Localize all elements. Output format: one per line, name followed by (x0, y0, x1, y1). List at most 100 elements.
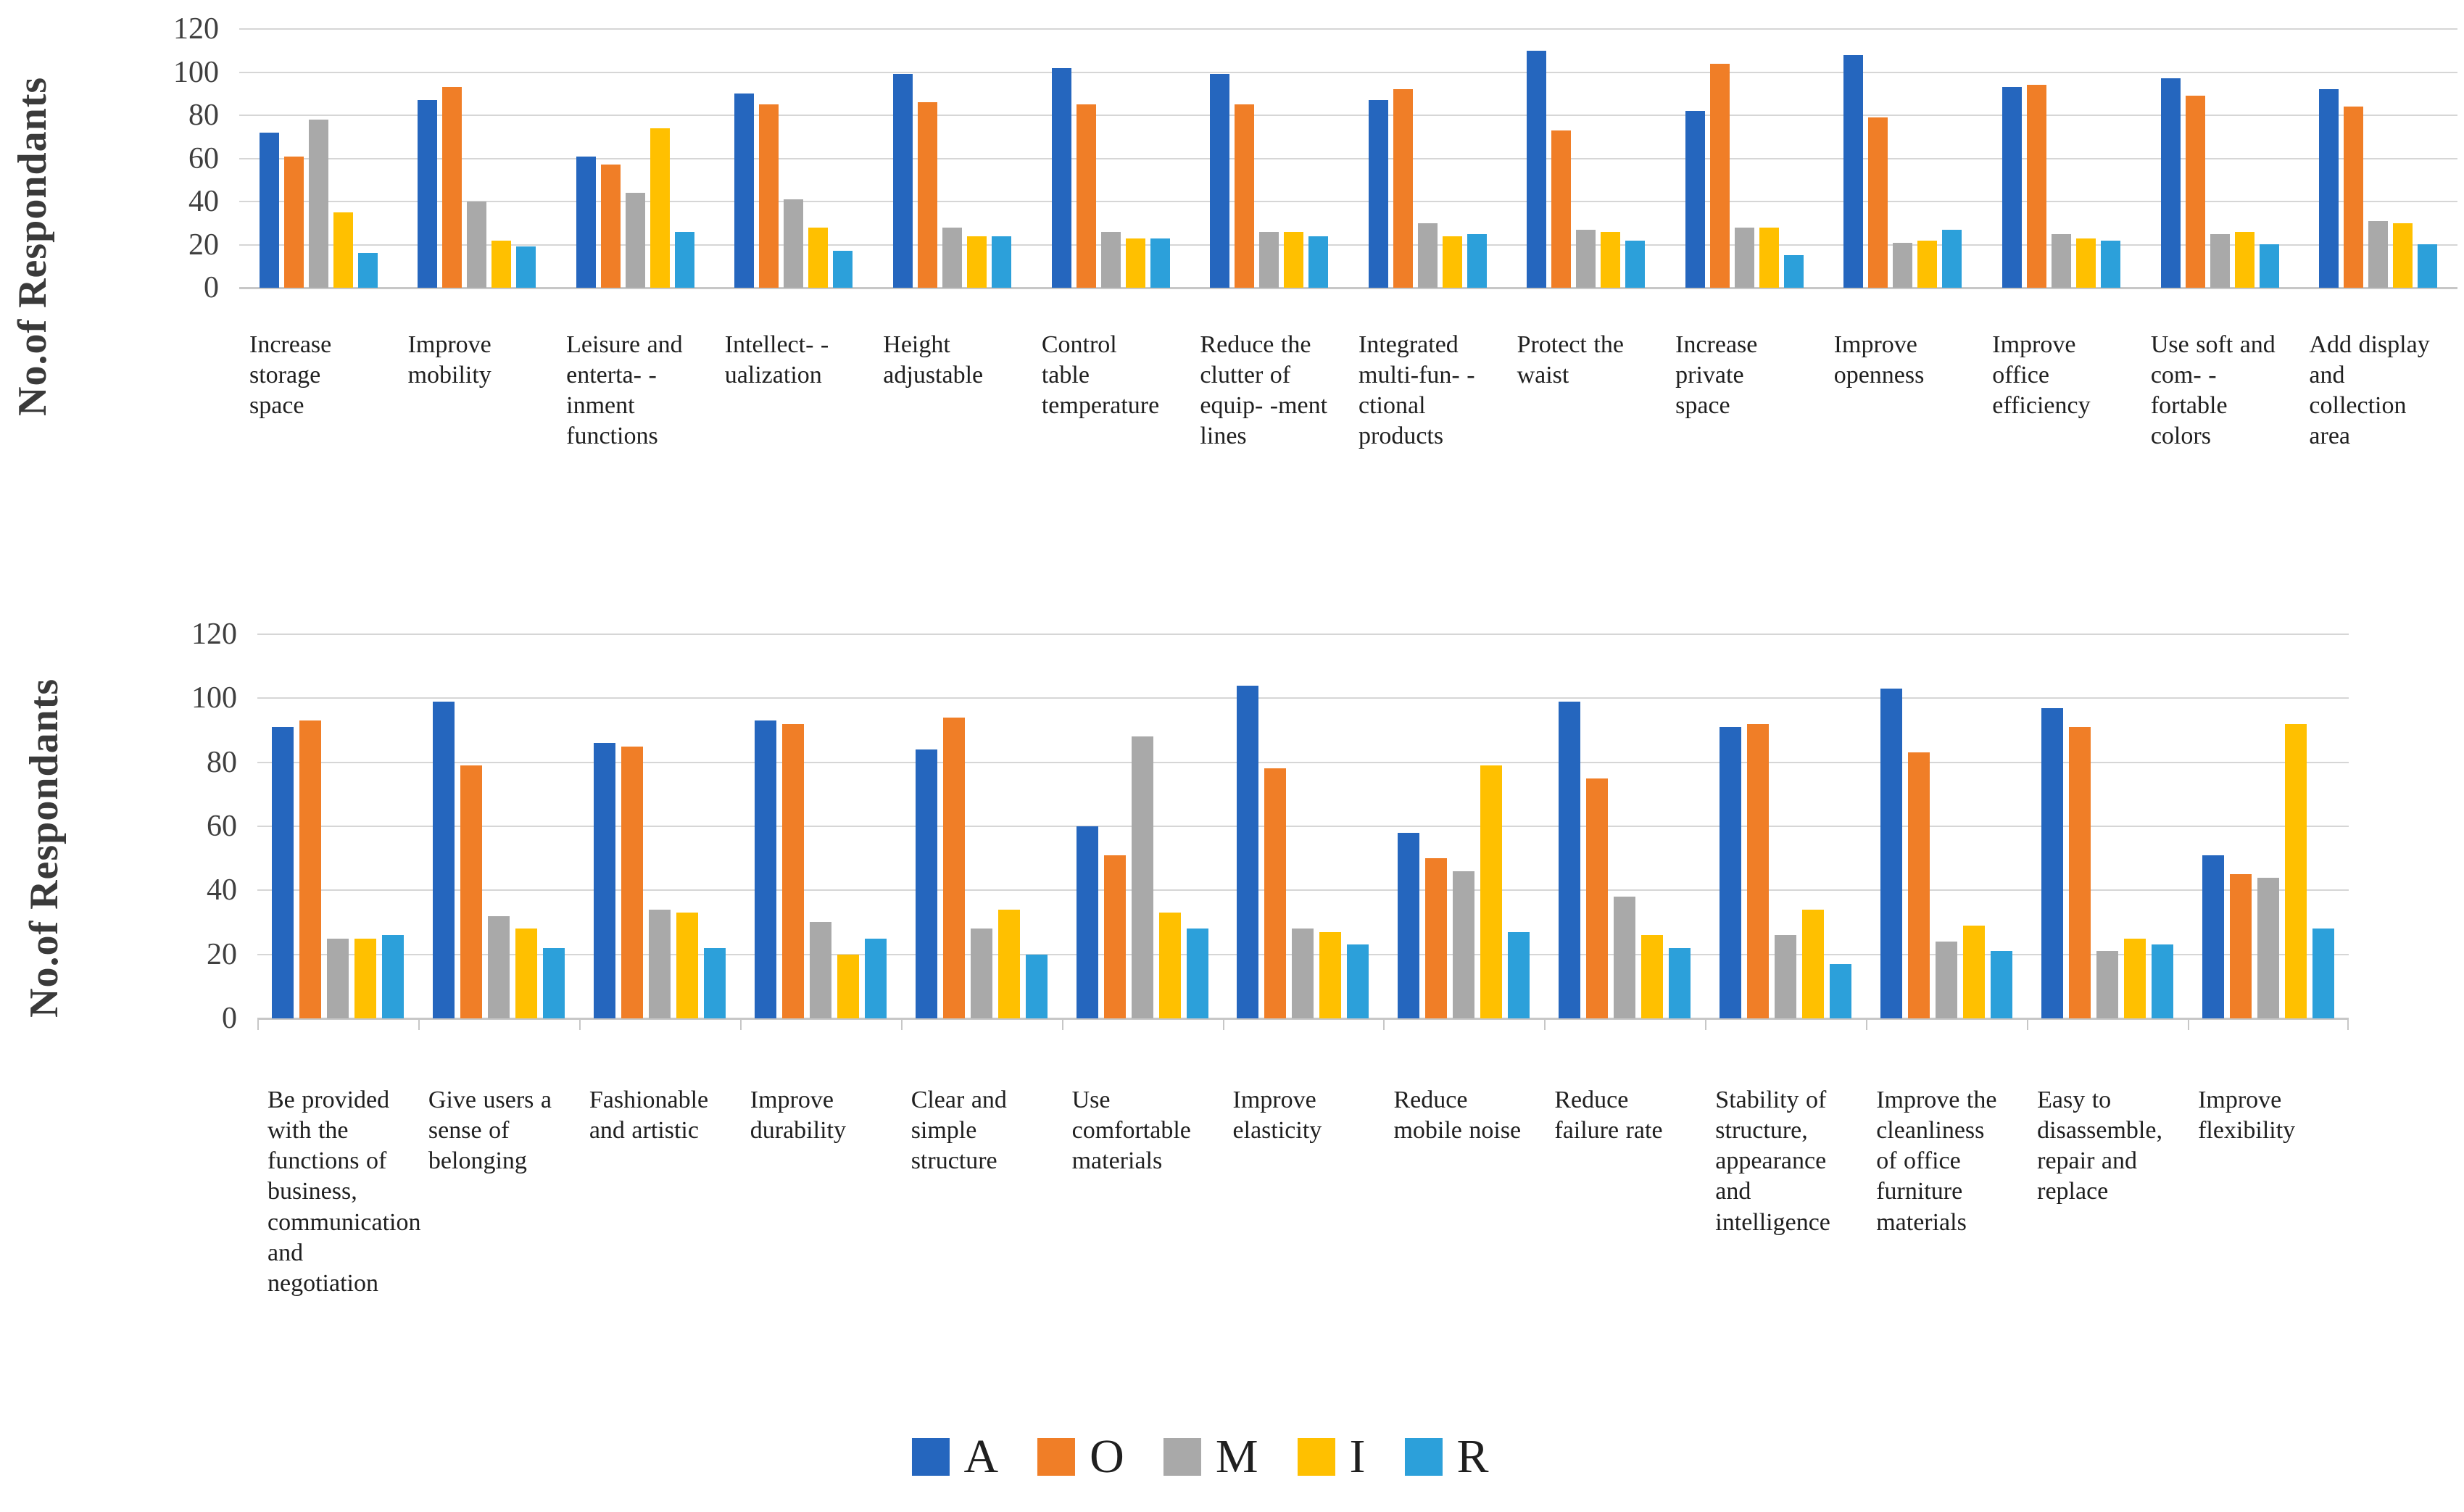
category-label: Reduce failure rate (1554, 1087, 1663, 1145)
bar-R (2312, 929, 2335, 1018)
bar-R (2259, 244, 2279, 288)
bar-group (873, 29, 1032, 288)
bar-O (283, 157, 304, 288)
bar-group (740, 634, 901, 1018)
bar-O (1264, 768, 1287, 1018)
grid-line (239, 72, 2457, 73)
bar-I (491, 241, 512, 288)
bar-M (1893, 243, 1913, 288)
legend-swatch-M (1163, 1438, 1201, 1476)
y-tick-label: 60 (188, 141, 219, 175)
bar-group (1348, 29, 1507, 288)
y-tick-label: 40 (188, 185, 219, 218)
bar-M (1131, 736, 1153, 1018)
category-label: Give users a sense of belonging (428, 1087, 552, 1175)
bar-A (1368, 100, 1388, 288)
y-tick-label: 120 (191, 618, 237, 651)
category-label: Improve elasticity (1232, 1087, 1322, 1145)
grid-line (257, 697, 2349, 699)
bar-R (357, 253, 378, 288)
grid-line (239, 201, 2457, 202)
bar-I (1480, 765, 1503, 1018)
bar-M (467, 202, 487, 288)
bar-O (2069, 727, 2091, 1018)
bar-R (1347, 944, 1369, 1018)
x-axis-tick (1705, 1018, 1706, 1030)
bar-I (837, 955, 859, 1018)
bar-group (1824, 29, 1983, 288)
bar-group (1982, 29, 2141, 288)
bar-A (1210, 74, 1230, 288)
grid-line (239, 244, 2457, 246)
bar-O (1747, 724, 1770, 1018)
bar-M (2096, 951, 2119, 1018)
category-label: Improve the cleanliness of office furnit… (1876, 1087, 1997, 1236)
bar-I (650, 128, 670, 288)
category-label: Improve mobility (407, 331, 491, 389)
category-label: Increase private space (1675, 331, 1758, 420)
bar-I (1601, 232, 1621, 288)
y-tick-label: 20 (188, 228, 219, 262)
legend-swatch-O (1037, 1438, 1076, 1476)
bar-M (1453, 871, 1475, 1018)
bar-I (1759, 228, 1779, 288)
bar-O (1868, 117, 1888, 288)
category-label: Increase storage space (249, 331, 332, 420)
bar-group (257, 634, 418, 1018)
bar-A (418, 100, 438, 288)
bar-A (1076, 826, 1098, 1018)
x-axis-line (257, 1018, 2349, 1020)
bar-O (1908, 752, 1930, 1018)
bar-I (967, 236, 987, 288)
category-label: Clear and simple structure (910, 1087, 1007, 1175)
legend-swatch-R (1404, 1438, 1443, 1476)
bar-M (2210, 234, 2230, 288)
category-label: Be provided with the functions of busine… (267, 1087, 421, 1297)
bar-group (1223, 634, 1384, 1018)
legend-label: R (1456, 1430, 1489, 1483)
bar-M (1576, 230, 1596, 288)
bar-I (1284, 232, 1304, 288)
bar-R (703, 948, 726, 1018)
bar-O (2027, 85, 2047, 288)
bar-M (625, 193, 645, 288)
bar-O (460, 765, 482, 1018)
bar-group (1544, 634, 1705, 1018)
bar-group (1866, 634, 2027, 1018)
category-label: Improve durability (750, 1087, 846, 1145)
bar-M (308, 120, 328, 288)
legend-label: A (963, 1430, 999, 1483)
bar-I (1963, 926, 1986, 1018)
bar-M (2257, 878, 2280, 1018)
x-axis-tick (418, 1018, 420, 1030)
bar-A (1398, 833, 1420, 1018)
x-axis-tick (1866, 1018, 1867, 1030)
bar-I (333, 212, 353, 288)
bar-R (1025, 955, 1048, 1018)
category-label: Use comfortable materials (1071, 1087, 1191, 1175)
bar-R (1783, 255, 1804, 288)
bar-A (915, 749, 937, 1018)
bar-group (2299, 29, 2457, 288)
bar-group (715, 29, 874, 288)
category-label: Improve office efficiency (1992, 331, 2091, 420)
bar-I (1442, 236, 1462, 288)
category-label: Control table temperature (1041, 331, 1160, 420)
bar-M (2052, 234, 2072, 288)
bar-R (992, 236, 1012, 288)
bar-group (398, 29, 557, 288)
bar-group (2188, 634, 2349, 1018)
bar-group (2027, 634, 2188, 1018)
bar-A (893, 74, 913, 288)
category-label: Height adjustable (883, 331, 984, 389)
plot-area (239, 28, 2457, 289)
bar-M (648, 910, 671, 1018)
bar-I (808, 228, 829, 288)
category-label: Improve flexibility (2198, 1087, 2296, 1145)
legend-item-R: R (1404, 1429, 1489, 1484)
bar-I (1158, 913, 1181, 1018)
x-axis-tick (579, 1018, 581, 1030)
bar-I (1319, 932, 1342, 1018)
bar-group (1507, 29, 1666, 288)
bar-A (271, 727, 294, 1018)
